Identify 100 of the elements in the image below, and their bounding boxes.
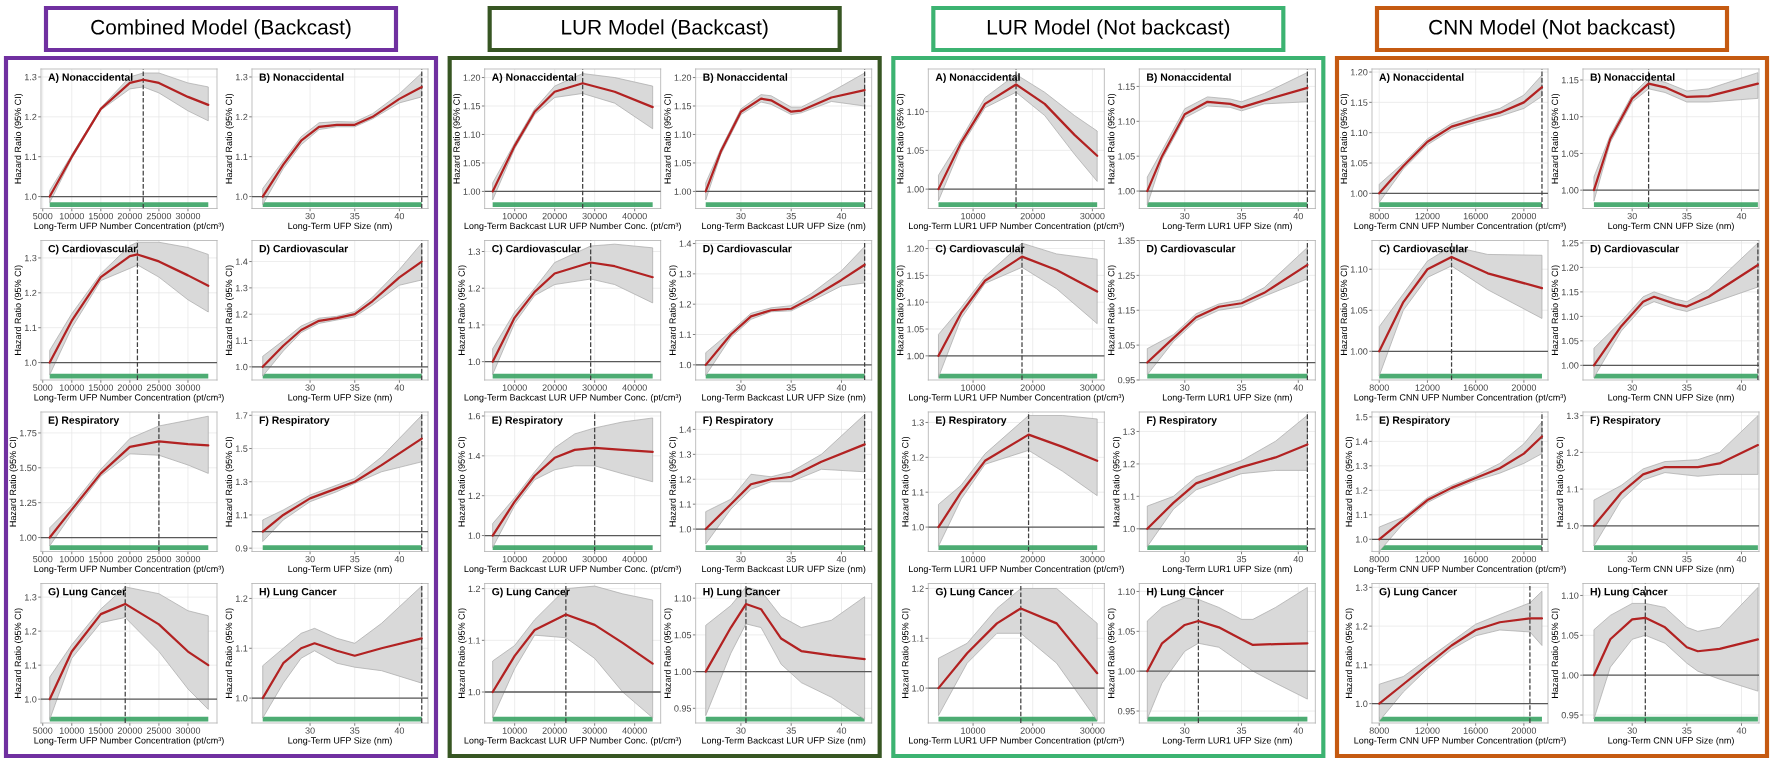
x-axis-title: Long-Term Backcast LUR UFP Size (nm) [702,736,866,746]
x-tick-label: 15000 [88,555,114,563]
x-axis-title: Long-Term CNN UFP Number Concentration (pt/cm³) [1354,565,1566,574]
y-tick-label: 1.1 [235,512,248,519]
y-tick-label: 1.00 [674,188,692,195]
chart-title: H) Lung Cancer [703,587,781,598]
y-tick-label: 1.05 [1561,150,1579,157]
y-tick-label: 1.20 [907,245,924,252]
y-tick-label: 0.95 [674,705,692,712]
y-tick-label: 1.10 [1350,266,1368,273]
y-tick-label: 1.4 [468,452,481,460]
y-tick-label: 1.6 [468,412,481,420]
y-tick-label: 1.20 [1561,264,1579,271]
y-axis-title: Hazard Ratio (95% CI) [1107,608,1117,698]
y-tick-label: 1.00 [1561,362,1579,369]
x-tick-label: 10000 [961,384,986,391]
chart-title: D) Cardiovascular [703,244,792,255]
x-tick-label: 30 [1180,212,1190,220]
x-axis-title: Long-Term LUR1 UFP Size (nm) [1162,736,1292,746]
x-tick-label: 10000 [59,555,84,563]
x-tick-label: 40000 [622,727,647,734]
y-tick-label: 1.3 [24,254,37,262]
y-tick-label: 1.0 [24,696,37,703]
y-tick-label: 1.0 [912,685,924,692]
x-tick-label: 8000 [1369,212,1389,220]
chart-title: C) Cardiovascular [1379,244,1469,255]
x-tick-label: 12000 [1415,384,1440,391]
x-tick-label: 35 [786,212,796,220]
chart-title: A) Nonaccidental [491,73,577,83]
x-tick-label: 30000 [582,555,607,563]
text: LUR Model (Not backcast) [987,19,1230,39]
chart-title: B) Nonaccidental [1590,73,1675,83]
y-tick-label: 1.10 [674,131,692,138]
x-tick-label: 15000 [88,384,114,391]
y-axis-title: Hazard Ratio (95% CI) [453,93,462,184]
y-tick-label: 1.2 [24,628,37,635]
x-tick-label: 30 [1627,555,1637,563]
y-axis-title: Hazard Ratio (95% CI) [14,608,23,698]
x-tick-label: 30 [305,212,315,220]
y-tick-label: 1.05 [463,159,481,167]
x-axis-title: Long-Term CNN UFP Number Concentration (pt/cm³) [1354,393,1566,403]
x-tick-label: 35 [786,727,796,734]
y-axis-title: Hazard Ratio (95% CI) [225,608,234,698]
y-tick-label: 1.1 [468,637,481,644]
y-tick-label: 1.0 [1566,522,1579,530]
x-axis-title: Long-Term LUR1 UFP Number Concentration (pt/cm³) [909,393,1124,403]
y-axis-title: Hazard Ratio (95% CI) [1551,608,1560,698]
y-axis-title: Hazard Ratio (95% CI) [901,436,911,527]
x-axis-title: Long-Term Backcast LUR UFP Size (nm) [702,393,866,403]
y-axis-title: Hazard Ratio (95% CI) [1340,93,1349,184]
y-tick-label: 1.00 [463,188,481,195]
y-tick-label: 1.3 [1355,462,1368,470]
x-tick-label: 10000 [961,212,986,220]
y-axis-title: Hazard Ratio (95% CI) [225,93,234,184]
x-axis-title: Long-Term LUR1 UFP Number Concentration (pt/cm³) [909,222,1124,231]
y-tick-label: 1.05 [907,147,924,154]
x-axis-title: Long-Term UFP Number Concentration (pt/cm³) [34,736,224,746]
x-axis-title: Long-Term CNN UFP Size (nm) [1608,736,1734,746]
y-tick-label: 1.3 [1566,412,1579,420]
y-tick-label: 1.2 [1566,449,1579,456]
y-tick-label: 1.3 [1123,428,1135,435]
chart-title: B) Nonaccidental [259,73,344,83]
y-tick-label: 1.75 [19,429,37,437]
y-axis-title: Hazard Ratio (95% CI) [1345,436,1354,527]
chart-title: D) Cardiovascular [259,244,349,255]
chart-title: F) Respiratory [1590,416,1661,426]
y-tick-label: 1.05 [1350,159,1368,167]
y-tick-label: 1.00 [674,668,692,675]
x-tick-label: 35 [1236,727,1247,734]
x-axis-title: Long-Term UFP Size (nm) [288,565,392,574]
chart-title: E) Respiratory [492,416,563,426]
y-tick-label: 1.3 [679,451,692,458]
y-tick-label: 1.3 [235,73,248,81]
y-tick-label: 1.2 [1355,487,1368,494]
x-tick-label: 20000 [1020,555,1045,563]
y-tick-label: 1.4 [1355,438,1368,445]
y-tick-label: 1.2 [24,289,37,297]
chart-title: F) Respiratory [259,416,330,426]
x-tick-label: 12000 [1415,555,1440,563]
y-tick-label: 1.05 [674,159,692,167]
y-tick-label: 1.2 [468,492,481,499]
x-axis-title: Long-Term CNN UFP Number Concentration (pt/cm³) [1354,222,1566,231]
x-tick-label: 35 [1682,384,1692,391]
y-axis-title: Hazard Ratio (95% CI) [458,436,467,527]
y-axis-title: Hazard Ratio (95% CI) [669,265,678,355]
x-axis-title: Long-Term LUR1 UFP Size (nm) [1162,222,1292,231]
y-tick-label: 1.15 [1561,77,1579,84]
x-axis-title: Long-Term LUR1 UFP Size (nm) [1162,565,1292,574]
x-tick-label: 35 [350,384,360,391]
y-tick-label: 1.00 [1118,668,1135,675]
y-tick-label: 0.9 [235,545,248,552]
x-tick-label: 30 [1180,727,1190,734]
x-tick-label: 35 [350,212,360,220]
x-tick-label: 35 [1682,555,1692,563]
y-tick-label: 1.2 [679,301,692,308]
y-axis-title: Hazard Ratio (95% CI) [225,265,234,355]
y-tick-label: 1.2 [679,476,692,483]
x-axis-title: Long-Term UFP Number Concentration (pt/cm³) [34,565,224,574]
y-tick-label: 1.10 [1350,129,1368,137]
x-tick-label: 40 [836,727,847,734]
